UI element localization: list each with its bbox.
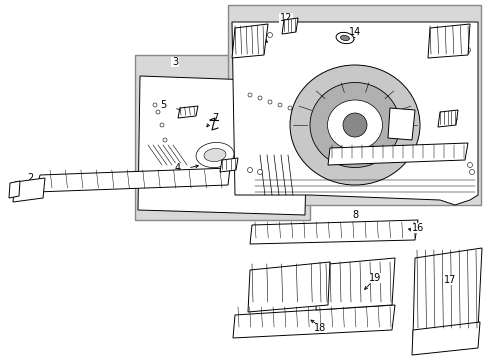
- Circle shape: [247, 93, 251, 97]
- Polygon shape: [231, 24, 267, 58]
- Text: 9: 9: [401, 120, 407, 130]
- Circle shape: [258, 96, 262, 100]
- Polygon shape: [437, 110, 457, 127]
- Text: 19: 19: [368, 273, 380, 283]
- Text: 3: 3: [172, 57, 178, 67]
- Polygon shape: [232, 305, 394, 338]
- Circle shape: [160, 123, 163, 127]
- Text: 5: 5: [160, 100, 166, 110]
- Polygon shape: [427, 24, 469, 58]
- Polygon shape: [36, 168, 229, 192]
- Polygon shape: [138, 76, 307, 215]
- Circle shape: [342, 113, 366, 137]
- Polygon shape: [411, 322, 479, 355]
- Circle shape: [267, 32, 272, 37]
- Bar: [227, 5, 480, 205]
- Polygon shape: [315, 258, 394, 310]
- Text: 2: 2: [27, 173, 33, 183]
- Polygon shape: [13, 178, 45, 202]
- Polygon shape: [178, 106, 198, 118]
- Text: 18: 18: [313, 323, 325, 333]
- Text: 8: 8: [351, 210, 357, 220]
- Polygon shape: [282, 18, 297, 34]
- Text: 6: 6: [226, 163, 233, 173]
- Circle shape: [287, 106, 291, 110]
- Polygon shape: [220, 158, 238, 172]
- Text: 11: 11: [411, 147, 423, 157]
- Circle shape: [257, 170, 262, 175]
- Ellipse shape: [309, 82, 399, 167]
- Circle shape: [242, 36, 247, 40]
- Circle shape: [465, 48, 469, 53]
- Bar: [135, 55, 309, 220]
- Ellipse shape: [340, 35, 349, 41]
- Ellipse shape: [196, 143, 233, 167]
- Circle shape: [278, 103, 282, 107]
- Ellipse shape: [203, 148, 225, 162]
- Text: 12: 12: [279, 13, 292, 23]
- Circle shape: [462, 40, 467, 45]
- Polygon shape: [247, 262, 329, 312]
- Circle shape: [252, 37, 257, 42]
- Ellipse shape: [289, 65, 419, 185]
- Text: 14: 14: [348, 27, 360, 37]
- Circle shape: [468, 170, 473, 175]
- Circle shape: [267, 100, 271, 104]
- Polygon shape: [327, 143, 467, 165]
- Text: 10: 10: [242, 27, 254, 37]
- Text: 13: 13: [446, 113, 458, 123]
- Text: 17: 17: [443, 275, 455, 285]
- Polygon shape: [249, 220, 417, 244]
- Text: 4: 4: [175, 163, 181, 173]
- Circle shape: [156, 110, 160, 114]
- Polygon shape: [387, 108, 414, 140]
- Circle shape: [457, 36, 462, 40]
- Ellipse shape: [335, 32, 353, 44]
- Text: 15: 15: [439, 27, 451, 37]
- Circle shape: [153, 103, 157, 107]
- Text: 7: 7: [211, 113, 218, 123]
- Circle shape: [467, 162, 471, 167]
- Circle shape: [247, 167, 252, 172]
- Polygon shape: [231, 22, 477, 205]
- Text: 1: 1: [9, 183, 15, 193]
- Polygon shape: [412, 248, 481, 338]
- Circle shape: [163, 138, 167, 142]
- Ellipse shape: [327, 100, 382, 150]
- Text: 16: 16: [411, 223, 423, 233]
- Polygon shape: [9, 181, 20, 198]
